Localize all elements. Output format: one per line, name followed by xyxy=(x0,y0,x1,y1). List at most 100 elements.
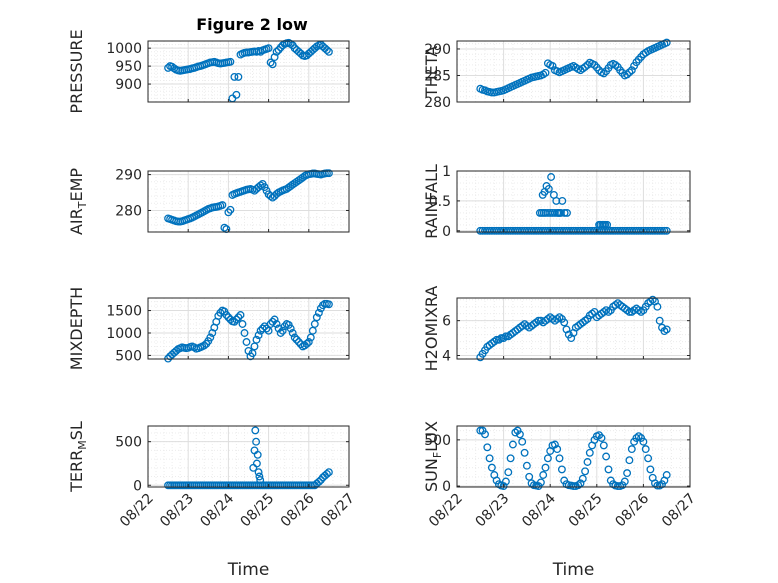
subplot-2: 280 290 AIRTEMP xyxy=(67,168,350,235)
data-point xyxy=(240,329,249,337)
data-point xyxy=(555,454,564,463)
data-point xyxy=(238,320,247,328)
y-axis-label: AIRTEMP xyxy=(67,168,89,235)
y-tick-label: 0 xyxy=(442,224,451,240)
data-point xyxy=(599,441,608,450)
data-point xyxy=(476,426,485,435)
data-point xyxy=(504,468,513,477)
y-tick-label: 290 xyxy=(115,168,142,184)
data-point xyxy=(655,316,664,325)
data-point xyxy=(499,482,508,491)
axes-box xyxy=(456,170,691,233)
axes-box xyxy=(147,297,350,360)
data-point xyxy=(662,471,671,479)
data-point xyxy=(304,338,313,346)
data-point xyxy=(255,472,264,481)
x-axis-label: Time xyxy=(552,560,595,580)
subplot-6: 0 500 08/22 08/23 08/24 08/25 08/26 08/27 TERRMS… xyxy=(67,421,358,580)
x-tick-label: 08/24 xyxy=(197,490,237,530)
data-point xyxy=(224,313,233,322)
data-point xyxy=(272,47,281,56)
data-point xyxy=(646,465,655,474)
data-point xyxy=(627,445,636,454)
data-point xyxy=(539,471,548,479)
y-tick-label: 1 xyxy=(442,164,451,180)
data-point xyxy=(290,333,299,342)
data-point xyxy=(620,477,629,486)
data-point xyxy=(604,465,613,474)
data-point xyxy=(653,481,662,490)
data-point xyxy=(557,465,566,474)
data-point xyxy=(272,190,281,198)
x-tick-label: 08/22 xyxy=(426,491,466,531)
subplot-0: 900 950 1000 PRESSURE xyxy=(67,29,350,114)
y-tick-label: 500 xyxy=(115,435,142,451)
data-point xyxy=(487,463,496,472)
data-point xyxy=(558,196,567,205)
data-point xyxy=(251,426,260,435)
data-point xyxy=(639,437,648,446)
data-point xyxy=(583,458,592,466)
data-point xyxy=(536,478,545,487)
y-tick-label: 0 xyxy=(133,478,142,494)
data-point xyxy=(597,434,606,442)
y-tick-label: 1000 xyxy=(106,326,142,342)
data-point xyxy=(625,68,634,77)
y-tick-label: 280 xyxy=(424,95,451,111)
x-tick-label: 08/23 xyxy=(157,491,197,531)
data-point xyxy=(632,434,641,442)
data-point xyxy=(264,44,273,53)
data-point xyxy=(543,454,552,463)
x-tick-label: 08/23 xyxy=(473,491,513,531)
data-point xyxy=(322,46,331,54)
y-axis-label: SUNFLUX xyxy=(422,421,444,492)
y-tick-label: 6 xyxy=(442,314,451,330)
axes-box xyxy=(147,425,350,488)
data-point xyxy=(314,477,323,486)
y-tick-label: 0 xyxy=(442,479,451,495)
data-point xyxy=(520,448,529,457)
data-point xyxy=(252,437,261,446)
data-point xyxy=(492,335,501,344)
data-point xyxy=(541,463,550,472)
data-point xyxy=(481,430,489,439)
data-point xyxy=(324,47,333,56)
data-point xyxy=(544,184,553,193)
data-point xyxy=(312,313,321,322)
data-point xyxy=(515,430,524,439)
y-tick-label: 500 xyxy=(115,348,142,364)
data-point xyxy=(234,313,243,322)
data-point xyxy=(220,223,229,232)
data-point xyxy=(501,477,510,486)
data-point xyxy=(578,474,587,483)
data-point xyxy=(660,226,669,235)
data-point xyxy=(501,332,510,341)
data-point xyxy=(232,315,241,324)
data-point xyxy=(653,302,662,311)
data-point xyxy=(625,307,634,316)
data-point xyxy=(222,311,231,319)
data-point xyxy=(256,181,265,190)
data-point xyxy=(256,476,265,484)
figure-title: Figure 2 low xyxy=(196,15,308,34)
data-point xyxy=(560,318,569,327)
y-tick-label: 500 xyxy=(424,433,451,449)
data-point xyxy=(302,339,311,348)
plot-area xyxy=(457,298,690,359)
data-point xyxy=(623,469,632,478)
data-point xyxy=(252,459,261,468)
x-tick-label: 08/25 xyxy=(238,491,278,531)
data-point xyxy=(322,469,331,478)
data-point xyxy=(644,454,653,463)
y-tick-label: 290 xyxy=(424,42,451,58)
data-point xyxy=(625,456,634,465)
data-point xyxy=(518,437,527,446)
y-tick-label: 0.5 xyxy=(429,194,451,210)
axes-box xyxy=(456,425,691,488)
data-point xyxy=(248,349,257,358)
x-tick-label: 08/25 xyxy=(566,491,606,531)
